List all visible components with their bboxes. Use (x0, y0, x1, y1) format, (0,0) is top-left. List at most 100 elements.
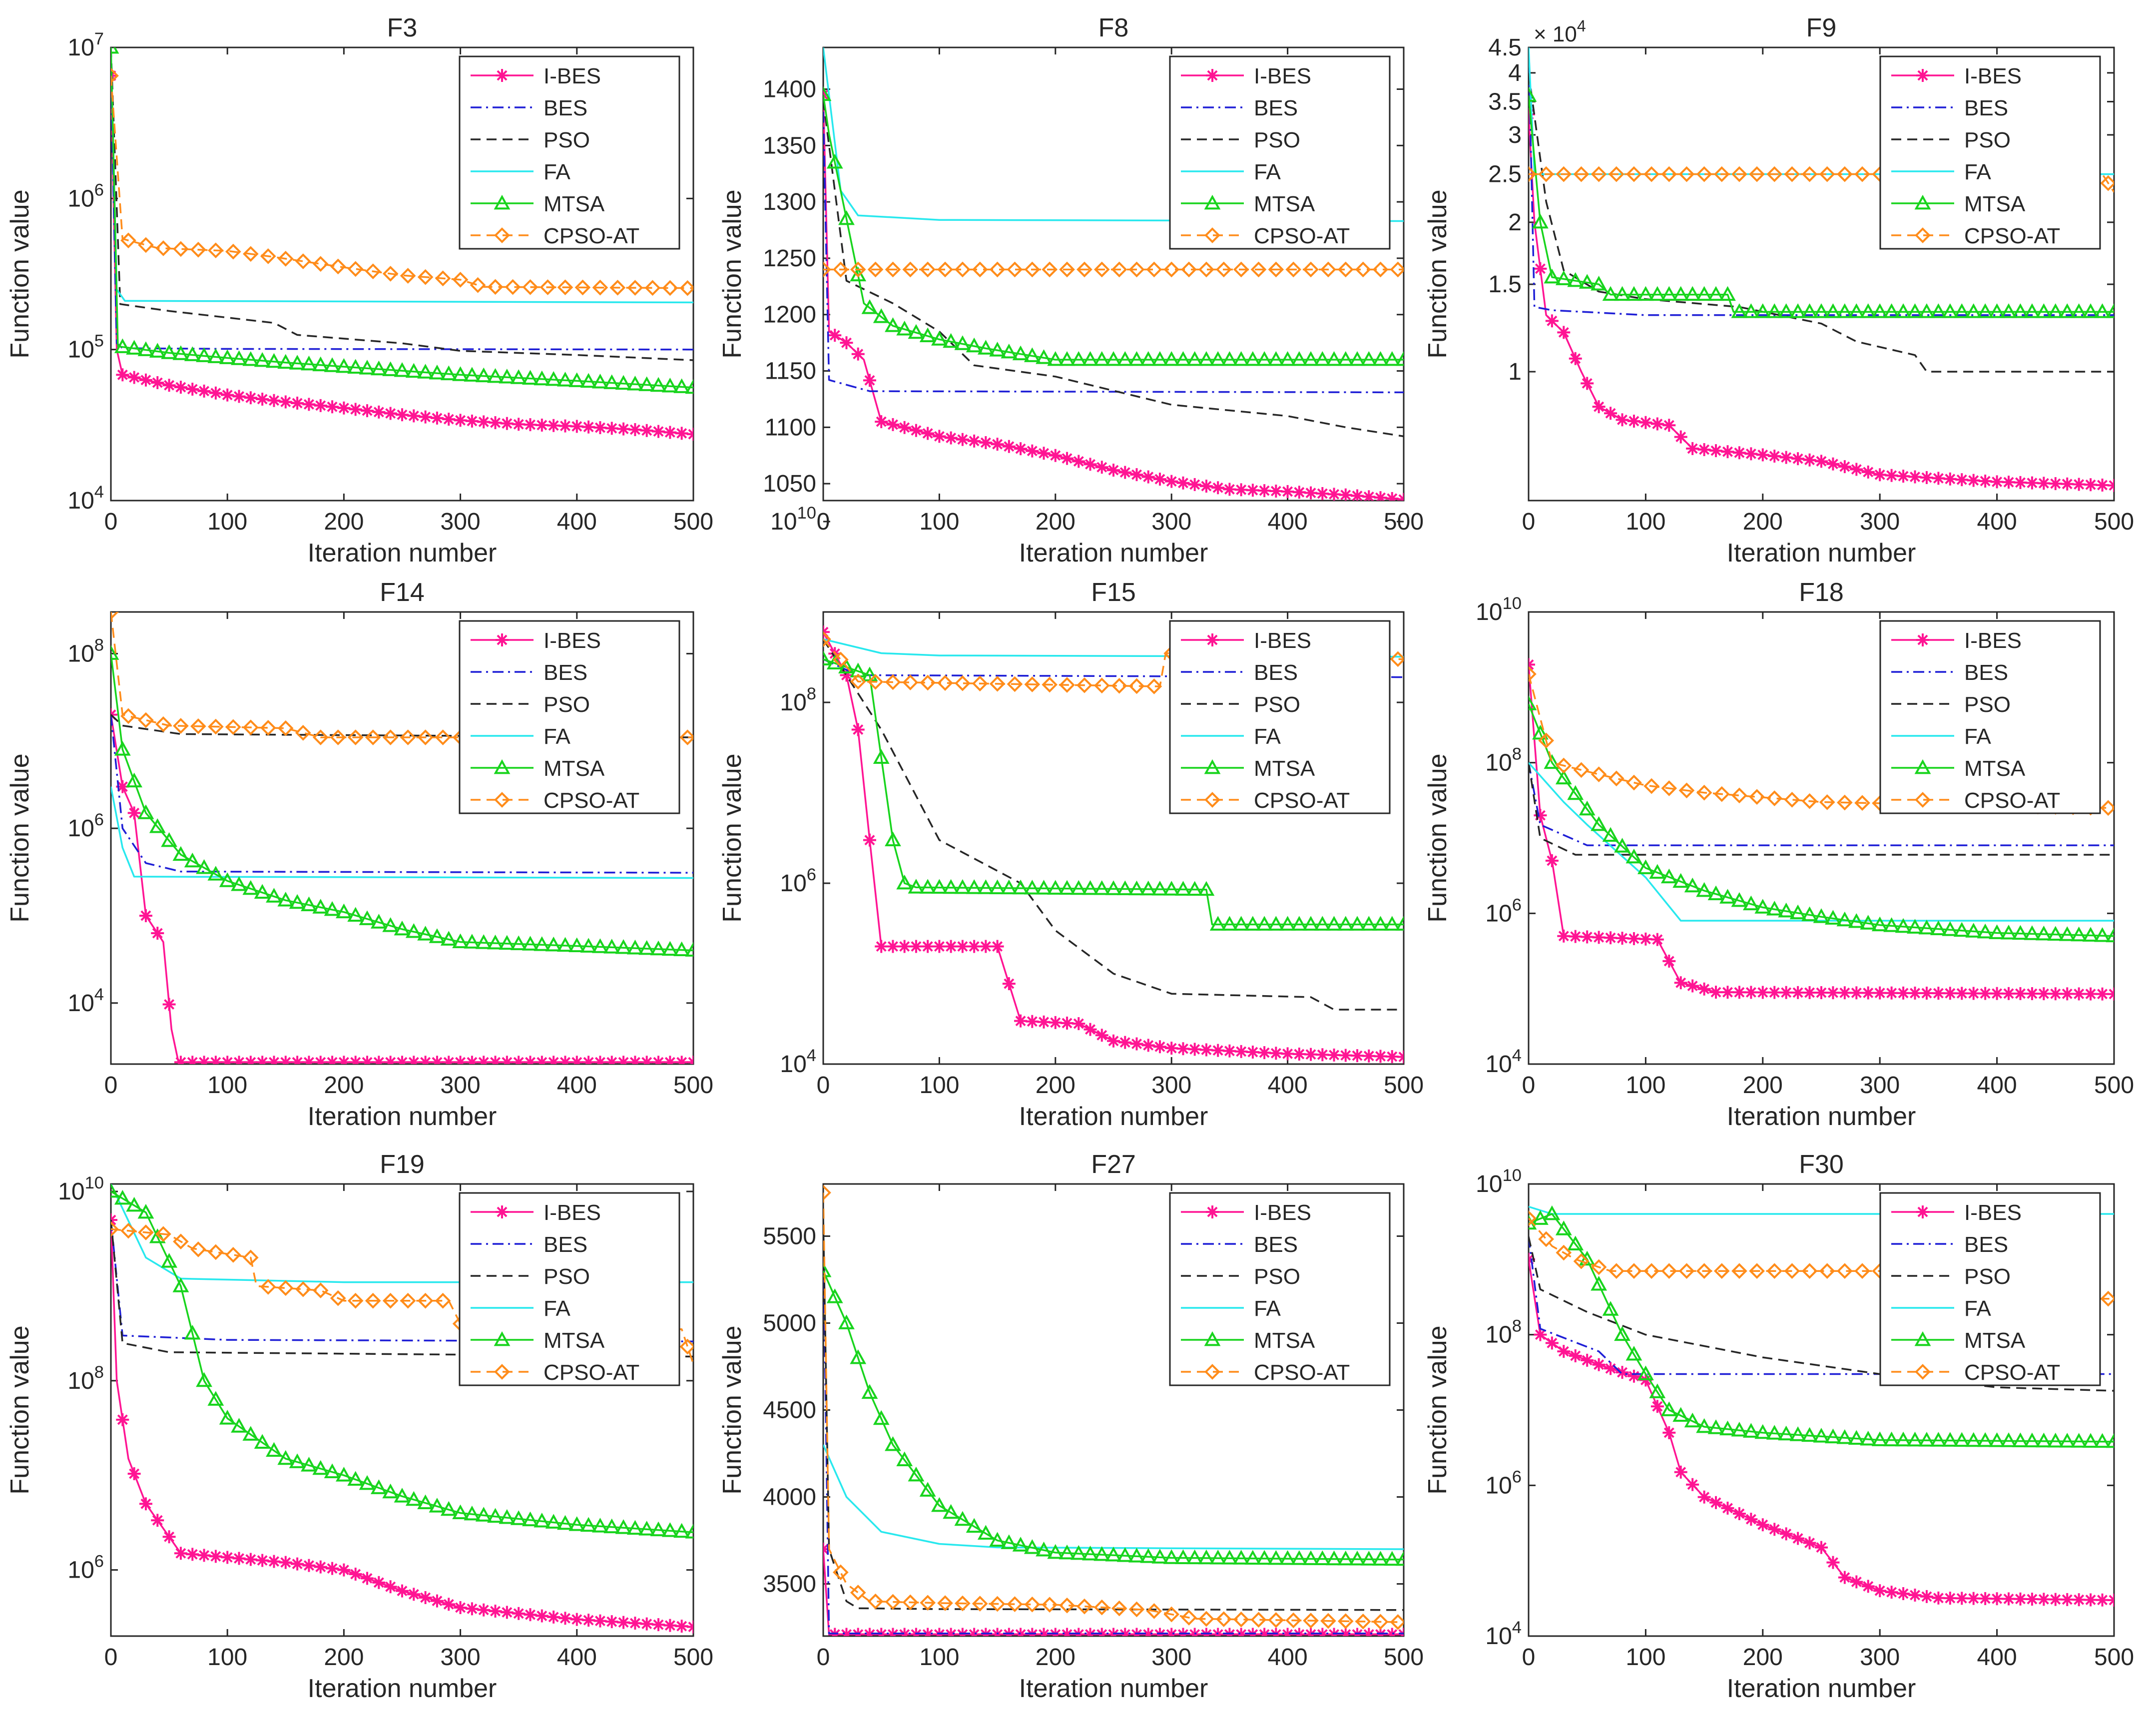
series-marker (347, 907, 364, 922)
legend-label: PSO (1964, 692, 2011, 717)
marker-stroke (901, 1629, 910, 1636)
series-marker (605, 422, 618, 435)
series-marker (1754, 1424, 1771, 1439)
series-marker (326, 1056, 339, 1064)
marker-stroke (1874, 988, 1885, 999)
series-marker (1209, 916, 1226, 931)
series-marker (861, 1384, 878, 1399)
series-marker (382, 361, 399, 376)
marker-stroke (2015, 1594, 2026, 1605)
marker-stroke (329, 1057, 338, 1064)
x-axis-label: Iteration number (1019, 1102, 1208, 1131)
series-marker (2025, 1593, 2039, 1606)
legend-label: I-BES (1254, 1200, 1311, 1225)
series-mtsa (1529, 87, 2114, 318)
series-marker (644, 280, 661, 296)
series-marker (326, 1562, 339, 1575)
series-marker (231, 1418, 247, 1433)
series-marker (1339, 1049, 1352, 1062)
marker-stroke (537, 420, 547, 431)
series-marker (1198, 351, 1215, 366)
series-marker (289, 1453, 306, 1468)
series-marker (1749, 166, 1765, 182)
legend-box (1169, 55, 1391, 250)
series-marker (603, 1518, 620, 1534)
series-marker (1007, 261, 1023, 278)
marker-stroke (1547, 1337, 1558, 1348)
marker-stroke (257, 394, 268, 405)
series-marker (419, 410, 432, 424)
marker-stroke (1851, 987, 1862, 998)
series-marker (1544, 1205, 1561, 1220)
marker-stroke (222, 1552, 233, 1563)
series-marker (196, 859, 212, 874)
marker-stroke (1398, 494, 1404, 501)
series-marker (1943, 987, 1957, 1000)
series-marker (826, 1288, 843, 1303)
series-marker (1223, 483, 1236, 496)
series-marker (1977, 1432, 1994, 1447)
series-marker (956, 940, 969, 953)
series-marker (1529, 1210, 1537, 1226)
axis-multiplier: × 104 (1534, 17, 1586, 46)
series-line (1529, 762, 2114, 856)
y-axis-label: Function value (5, 753, 34, 922)
series-marker (1372, 916, 1389, 931)
series-marker (1327, 1048, 1341, 1062)
series-marker (111, 645, 119, 660)
series-marker (943, 1504, 960, 1519)
series-marker (1660, 1401, 1677, 1416)
marker-stroke (1004, 978, 1015, 989)
series-marker (1942, 921, 1959, 936)
series-marker (221, 1551, 234, 1564)
series-marker (1140, 1548, 1157, 1563)
marker-stroke (1874, 469, 1885, 480)
marker-stroke (890, 1629, 898, 1636)
series-marker (174, 1056, 187, 1064)
series-marker (885, 831, 901, 847)
marker-stroke (1582, 1355, 1593, 1366)
series-pso (823, 100, 1404, 438)
marker-stroke (1294, 487, 1305, 498)
series-marker (1803, 1536, 1816, 1550)
marker-stroke (1968, 988, 1979, 999)
marker-stroke (1050, 450, 1061, 461)
marker-stroke (946, 433, 957, 444)
series-marker (2024, 303, 2041, 318)
series-marker (966, 1518, 983, 1533)
marker-stroke (2109, 484, 2114, 491)
series-marker (475, 1507, 492, 1522)
marker-stroke (676, 1621, 687, 1632)
series-marker (1873, 468, 1887, 482)
series-marker (1883, 917, 1900, 932)
marker-stroke (1284, 1629, 1293, 1636)
series-marker (919, 879, 936, 894)
marker-stroke (2109, 989, 2114, 996)
series-marker (155, 1226, 171, 1242)
marker-stroke (843, 1629, 852, 1636)
series-marker (1059, 880, 1076, 895)
y-tick-label: 1010 (1476, 1166, 1522, 1197)
series-marker (850, 1349, 867, 1364)
series-marker (1850, 1575, 1863, 1589)
marker-stroke (1247, 1047, 1258, 1058)
series-marker (867, 261, 884, 278)
marker-stroke (1874, 1585, 1885, 1596)
legend-label: PSO (543, 692, 590, 717)
marker-stroke (1238, 1629, 1247, 1636)
series-marker (1146, 261, 1162, 278)
series-marker (673, 1523, 690, 1538)
series-marker (1819, 794, 1835, 810)
series-marker (1871, 303, 1888, 318)
series-marker (1049, 1016, 1062, 1029)
marker-stroke (2109, 480, 2114, 487)
series-mtsa (823, 650, 1404, 931)
series-marker (1014, 1014, 1028, 1028)
legend-label: MTSA (1254, 1328, 1315, 1353)
marker-stroke (1177, 478, 1188, 489)
series-marker (1355, 1613, 1371, 1630)
series-marker (1556, 757, 1572, 774)
series-marker (225, 243, 241, 260)
series-marker (991, 940, 1004, 953)
series-marker (359, 1475, 376, 1490)
